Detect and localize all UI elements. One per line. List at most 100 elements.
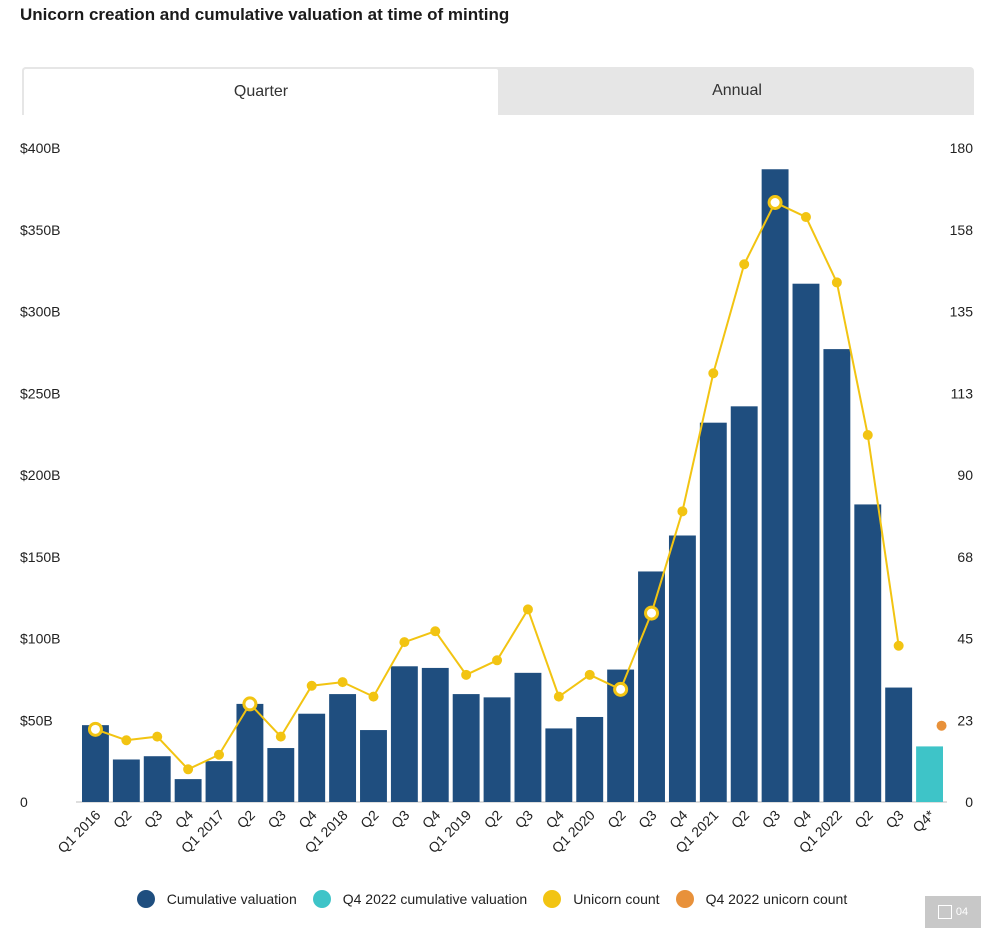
unicorn-count-point — [152, 731, 163, 742]
y-right-tick-label: 23 — [957, 712, 973, 728]
unicorn-count-point — [584, 669, 595, 680]
legend-item-q4-valuation[interactable]: Q4 2022 cumulative valuation — [312, 890, 528, 908]
bar — [329, 694, 357, 802]
combo-chart: 0 $50B $100B $150B $200B $250B $300B $350B $400B… — [20, 140, 974, 856]
x-tick-label: Q2 — [110, 807, 135, 832]
bar — [854, 504, 882, 802]
period-tabs: Quarter Annual — [22, 67, 974, 115]
unicorn-count-point — [644, 605, 660, 621]
x-tick-label: Q3 — [759, 807, 784, 832]
bar — [390, 666, 418, 802]
unicorn-count-point — [214, 749, 225, 760]
y-right-tick-label: 45 — [957, 631, 973, 647]
unicorn-count-point — [87, 721, 103, 737]
unicorn-count-point — [800, 212, 811, 223]
legend-label: Unicorn count — [573, 891, 660, 907]
y-right-tick-label: 180 — [950, 140, 974, 156]
legend-item-q4-unicorn-count[interactable]: Q4 2022 unicorn count — [675, 890, 847, 908]
y-left-tick-label: $200B — [20, 467, 60, 483]
badge-label: 04 — [955, 906, 969, 918]
y-right-tick-label: 0 — [965, 794, 973, 810]
unicorn-count-point — [430, 626, 441, 637]
chart-export-icon — [937, 905, 952, 919]
unicorn-count-point — [399, 637, 410, 648]
x-tick-label: Q2 — [604, 807, 629, 832]
export-badge[interactable]: 04 — [925, 896, 981, 928]
legend: Cumulative valuation Q4 2022 cumulative … — [0, 890, 1000, 908]
x-tick-label: Q3 — [882, 807, 907, 832]
x-tick-label: Q4* — [909, 806, 938, 835]
unicorn-count-point — [461, 669, 472, 680]
unicorn-count-point — [708, 368, 719, 379]
x-tick-label: Q4 — [295, 807, 320, 832]
y-left-tick-label: 0 — [20, 794, 28, 810]
unicorn-count-point — [337, 677, 348, 688]
bar — [452, 694, 480, 802]
unicorn-count-point — [522, 604, 533, 615]
bar — [267, 748, 295, 802]
y-left-tick-label: $400B — [20, 140, 60, 156]
x-tick-label: Q3 — [141, 807, 166, 832]
unicorn-count-point — [553, 691, 564, 702]
unicorn-count-point — [242, 696, 258, 712]
legend-swatch — [312, 890, 331, 908]
legend-swatch — [675, 890, 694, 908]
unicorn-count-point — [862, 430, 873, 441]
y-right-tick-label: 68 — [957, 549, 973, 565]
bar — [916, 746, 943, 802]
bar — [483, 697, 511, 802]
y-right-tick-label: 90 — [957, 467, 973, 483]
unicorn-count-point — [767, 195, 783, 210]
legend-label: Q4 2022 cumulative valuation — [342, 891, 528, 907]
bar — [823, 349, 851, 802]
unicorn-count-point — [306, 680, 317, 691]
x-tick-label: Q3 — [635, 807, 660, 832]
unicorn-count-point — [739, 259, 750, 270]
y-right-tick-label: 113 — [951, 385, 974, 401]
x-tick-label: Q2 — [234, 807, 259, 832]
x-tick-label: Q1 2016 — [54, 807, 103, 856]
bar — [143, 756, 171, 802]
chart-title: Unicorn creation and cumulative valuatio… — [20, 5, 510, 24]
y-left-tick-label: $150B — [20, 549, 60, 565]
x-tick-label: Q2 — [481, 807, 506, 832]
bar — [421, 667, 449, 802]
bar — [885, 687, 913, 802]
bar — [82, 725, 109, 802]
unicorn-count-point — [275, 731, 286, 742]
tab-annual[interactable]: Annual — [712, 82, 762, 99]
q4-unicorn-count-point — [936, 720, 947, 731]
bar — [514, 672, 542, 802]
bar — [761, 169, 789, 802]
legend-item-cumulative-valuation[interactable]: Cumulative valuation — [136, 890, 297, 908]
y-left-tick-label: $350B — [20, 222, 60, 238]
unicorn-count-point — [492, 655, 503, 666]
x-tick-label: Q2 — [851, 807, 876, 832]
y-right-tick-label: 158 — [950, 222, 974, 238]
y-left-tick-label: $50B — [20, 712, 53, 728]
bar — [730, 406, 758, 802]
tab-quarter[interactable]: Quarter — [22, 67, 500, 115]
x-tick-label: Q2 — [357, 807, 382, 832]
y-left-tick-label: $250B — [20, 385, 60, 401]
x-tick-label: Q4 — [419, 807, 444, 832]
legend-item-unicorn-count[interactable]: Unicorn count — [543, 890, 660, 908]
bar — [668, 535, 696, 802]
bar — [576, 716, 604, 802]
y-left-tick-label: $100B — [20, 631, 60, 647]
bar — [112, 759, 140, 802]
x-tick-label: Q2 — [728, 807, 753, 832]
unicorn-count-point — [677, 506, 688, 517]
x-tick-label: Q4 — [172, 807, 197, 832]
bar — [360, 730, 387, 802]
bar — [699, 422, 727, 802]
unicorn-count-point — [831, 277, 842, 288]
x-tick-label: Q3 — [264, 807, 289, 832]
bar — [174, 779, 202, 802]
x-tick-label: Q3 — [388, 807, 413, 832]
x-tick-label: Q3 — [512, 807, 537, 832]
bar — [792, 283, 820, 803]
legend-swatch — [136, 890, 155, 908]
unicorn-count-point — [121, 735, 132, 746]
bar — [205, 761, 233, 802]
